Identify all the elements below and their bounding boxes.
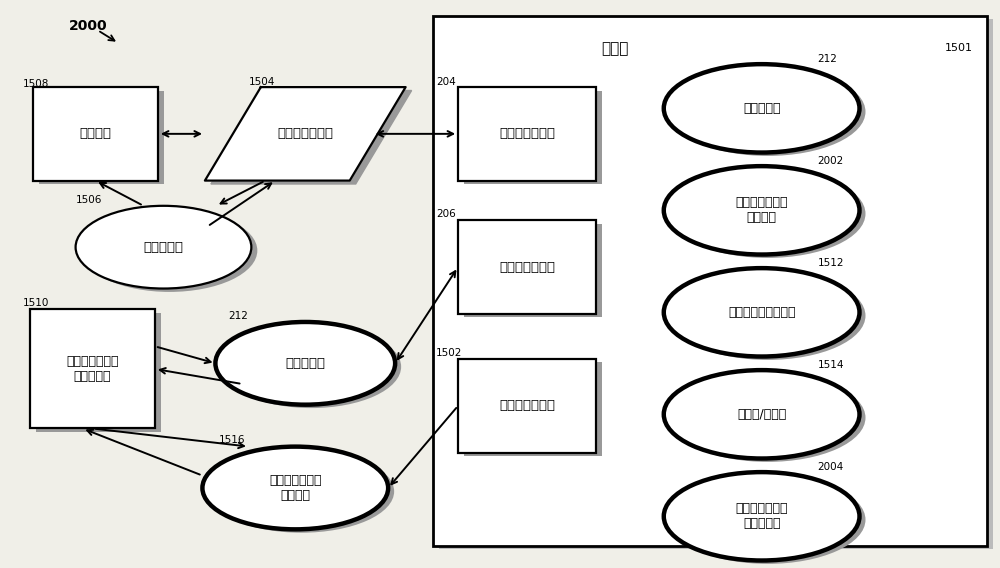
- Text: 外部设备: 外部设备: [80, 127, 112, 140]
- Polygon shape: [205, 87, 406, 181]
- Text: 2000: 2000: [69, 19, 107, 33]
- Ellipse shape: [215, 322, 395, 404]
- Bar: [464, 90, 602, 184]
- Text: （一个或多个）
确认通信: （一个或多个） 确认通信: [269, 474, 322, 502]
- Text: 1504: 1504: [248, 77, 275, 87]
- Text: 自动化用户接口: 自动化用户接口: [277, 127, 333, 140]
- Ellipse shape: [664, 472, 860, 561]
- Text: 自动化命令电路: 自动化命令电路: [499, 399, 555, 412]
- Ellipse shape: [208, 450, 394, 533]
- Bar: [39, 90, 164, 184]
- Bar: [458, 359, 596, 453]
- Ellipse shape: [670, 272, 865, 360]
- Text: 1508: 1508: [23, 78, 49, 89]
- Bar: [464, 224, 602, 317]
- Bar: [433, 16, 987, 546]
- Bar: [464, 362, 602, 456]
- Text: （一个或多个）
用户特性: （一个或多个） 用户特性: [735, 197, 788, 224]
- Text: 自动化描述: 自动化描述: [285, 357, 325, 370]
- Text: （一个或多个）
车辆控制器: （一个或多个） 车辆控制器: [66, 355, 119, 383]
- Bar: [458, 220, 596, 314]
- Ellipse shape: [76, 206, 251, 289]
- Bar: [439, 19, 993, 549]
- Text: 控制器: 控制器: [601, 41, 629, 56]
- Text: （一个或多个）授权: （一个或多个）授权: [728, 306, 795, 319]
- Text: 2004: 2004: [818, 462, 844, 472]
- Ellipse shape: [82, 209, 257, 292]
- Ellipse shape: [670, 374, 865, 462]
- Ellipse shape: [202, 446, 388, 529]
- Ellipse shape: [670, 475, 865, 564]
- Text: 212: 212: [818, 54, 837, 64]
- Text: 自动化定义电路: 自动化定义电路: [499, 127, 555, 140]
- Text: 1514: 1514: [818, 360, 844, 370]
- Ellipse shape: [670, 169, 865, 258]
- Bar: [30, 310, 155, 428]
- Text: （一个或多个）
自动化制法: （一个或多个） 自动化制法: [735, 502, 788, 531]
- Text: 1506: 1506: [76, 195, 102, 204]
- Text: 1501: 1501: [944, 43, 972, 53]
- Ellipse shape: [664, 166, 860, 254]
- Text: 1510: 1510: [23, 298, 49, 308]
- Text: 206: 206: [436, 210, 456, 219]
- Bar: [33, 87, 158, 181]
- Text: 1512: 1512: [818, 258, 844, 268]
- Ellipse shape: [670, 68, 865, 156]
- Text: 自动化描述: 自动化描述: [743, 102, 780, 115]
- Text: 2002: 2002: [818, 156, 844, 166]
- Text: 自动化管理电路: 自动化管理电路: [499, 261, 555, 274]
- Ellipse shape: [664, 370, 860, 458]
- Text: 1516: 1516: [218, 436, 245, 445]
- Text: 修订和/或通知: 修订和/或通知: [737, 408, 786, 421]
- Text: 212: 212: [228, 311, 248, 321]
- Text: 1502: 1502: [436, 348, 462, 358]
- Ellipse shape: [221, 325, 401, 408]
- Bar: [458, 87, 596, 181]
- Polygon shape: [211, 90, 412, 184]
- Text: 204: 204: [436, 77, 456, 87]
- Bar: [36, 313, 161, 432]
- Text: 自动化请求: 自动化请求: [143, 241, 183, 254]
- Ellipse shape: [664, 268, 860, 357]
- Ellipse shape: [664, 64, 860, 153]
